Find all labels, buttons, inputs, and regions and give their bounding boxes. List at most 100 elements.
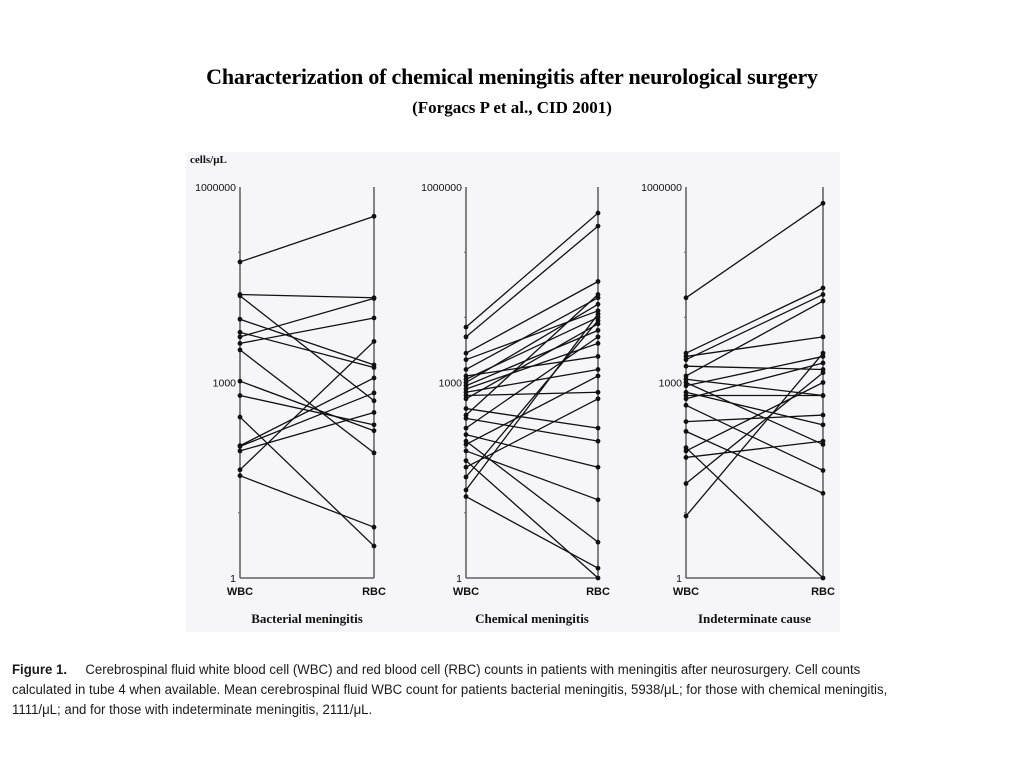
patient-line [239,331,375,369]
patient-line [465,310,599,361]
patient-line [465,375,599,445]
x-tick-label-rbc: RBC [362,586,386,598]
caption-line-2: calculated in tube 4 when available. Mea… [12,682,888,698]
rbc-point [595,327,601,333]
patient-line [239,349,375,454]
patient-line [465,323,599,400]
rbc-point [595,354,601,359]
wbc-point [237,443,243,449]
rbc-point [595,438,601,444]
wbc-point [683,402,689,408]
patient-line [239,318,375,366]
patient-line [239,297,375,338]
wbc-point [463,458,469,464]
patient-line [465,336,599,429]
rbc-point [371,390,377,396]
rbc-point [595,565,601,571]
wbc-point [683,428,689,434]
wbc-point [463,357,469,363]
wbc-point [463,350,469,356]
rbc-point [820,412,826,418]
y-axis-label: cells/μL [190,154,227,166]
patient-line [239,317,375,345]
rbc-point [820,442,826,447]
rbc-point [371,450,377,456]
wbc-point [237,347,243,353]
patient-line [685,202,824,299]
wbc-point [463,396,469,402]
wbc-point [683,363,689,369]
wbc-point [683,448,689,454]
rbc-point [820,380,826,385]
rbc-point [595,318,601,323]
rbc-point [820,350,826,356]
y-tick-label: 1000 [659,378,683,390]
patient-line [465,434,599,468]
wbc-point [683,455,689,460]
patient-line [239,392,375,447]
caption-line-3: 1111/μL; and for those with indeterminat… [12,702,373,718]
wbc-point [237,414,243,420]
rbc-point [595,301,601,307]
patient-line [465,303,599,384]
wbc-point [237,467,243,473]
wbc-point [463,442,469,447]
rbc-point [820,200,826,206]
figure-caption: Figure 1. Cerebrospinal fluid white bloo… [12,660,947,720]
wbc-point [237,341,243,346]
rbc-point [595,367,601,372]
wbc-point [463,474,469,480]
rbc-point [820,285,826,291]
patient-line [685,447,824,579]
caption-line-1: Figure 1. Cerebrospinal fluid white bloo… [12,660,947,680]
rbc-point [371,543,377,549]
slide-title: Characterization of chemical meningitis … [206,64,818,89]
patient-line [685,404,824,472]
rbc-point [595,292,601,297]
patient-line [465,313,599,491]
wbc-point [463,380,469,385]
wbc-point [237,448,243,454]
rbc-point [820,468,826,473]
patient-line [465,460,599,579]
patient-line [239,215,375,263]
patient-line [465,212,599,328]
patient-line [685,300,824,377]
rbc-point [371,422,377,428]
patient-line [685,287,824,354]
wbc-point [463,464,469,470]
wbc-point [683,357,689,363]
wbc-point [683,481,689,486]
patient-line [465,440,599,543]
patient-line [239,475,375,528]
wbc-point [683,380,689,385]
patient-line [685,440,824,459]
x-tick-label-wbc: WBC [227,586,253,598]
caption-label: Figure 1. [12,662,68,678]
wbc-point [463,494,469,499]
wbc-point [683,396,689,402]
rbc-point [595,575,601,581]
patient-line [465,320,599,478]
rbc-point [595,425,601,431]
figure-panel: cells/μL 1000000 1000 1 WBC RBC Bacterial men… [186,152,840,632]
wbc-point [463,432,469,438]
patient-line [465,297,599,371]
wbc-point [463,425,469,431]
patient-line [465,294,599,416]
caption-text-1: Cerebrospinal fluid white blood cell (WB… [85,662,861,678]
x-tick-label-wbc: WBC [453,586,479,598]
y-tick-label: 1000000 [195,182,236,194]
patient-line [685,293,824,361]
x-tick-label-rbc: RBC [811,586,835,598]
patient-line [465,417,599,442]
panel-title: Bacterial meningitis [251,611,363,626]
patient-line [465,280,599,354]
rbc-point [820,360,826,366]
patient-line [685,414,824,423]
wbc-point [463,448,469,454]
rbc-point [820,334,826,340]
patient-line [239,377,375,447]
rbc-point [371,524,377,530]
wbc-point [463,367,469,372]
